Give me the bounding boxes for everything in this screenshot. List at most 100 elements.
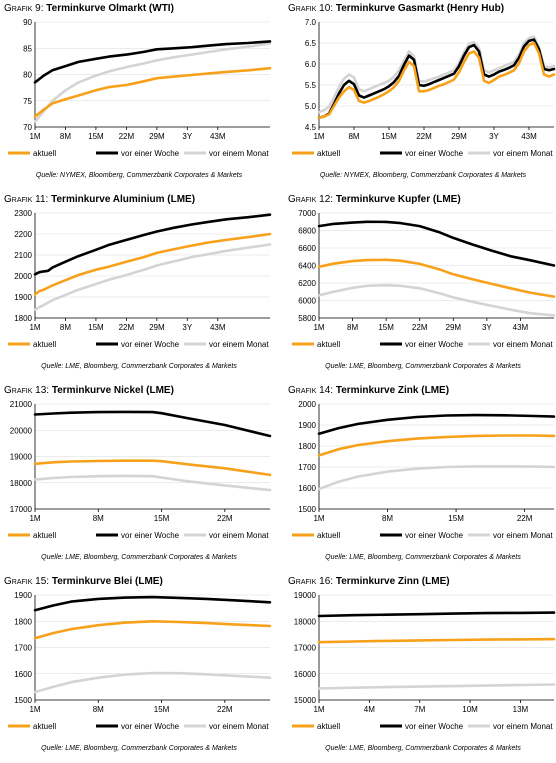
x-tick-label: 3Y bbox=[182, 323, 192, 332]
chart-svg: 1800 1900 2000 2100 2200 2300 1M 8M 15M 22M 29M 3Y 4… bbox=[8, 209, 272, 349]
y-tick-label: 1500 bbox=[14, 696, 32, 705]
x-tick-label: 3Y bbox=[482, 323, 492, 332]
series-line-2 bbox=[317, 683, 556, 690]
chart-number: Grafik 12: bbox=[288, 194, 334, 205]
series-line-1 bbox=[33, 595, 272, 612]
x-tick-label: 8M bbox=[60, 323, 71, 332]
legend-label: aktuell bbox=[317, 149, 340, 158]
series-line-2 bbox=[33, 474, 272, 492]
chart-panel-6: Grafik 14: Terminkurve Zink (LME) 1500 160… bbox=[288, 384, 556, 572]
chart-svg: 1500 1600 1700 1800 1900 1M 8M 15M 22M aktuell vor… bbox=[8, 591, 272, 731]
y-tick-label: 4.5 bbox=[305, 123, 317, 132]
legend-label: aktuell bbox=[33, 340, 56, 349]
chart-panel-8: Grafik 16: Terminkurve Zinn (LME) 15000 16… bbox=[288, 575, 556, 763]
x-tick-label: 22M bbox=[119, 323, 135, 332]
y-tick-label: 1800 bbox=[14, 617, 32, 626]
chart-source: Quelle: NYMEX, Bloomberg, Commerzbank Co… bbox=[35, 172, 243, 179]
y-tick-label: 6200 bbox=[298, 279, 316, 288]
x-tick-label: 15M bbox=[88, 132, 104, 141]
chart-number: Grafik 11: bbox=[4, 194, 49, 205]
legend-label: vor einer Woche bbox=[121, 340, 180, 349]
legend-label: vor einem Monat bbox=[209, 722, 269, 731]
series-line-1 bbox=[317, 413, 556, 436]
legend-label: vor einem Monat bbox=[493, 340, 553, 349]
y-tick-label: 70 bbox=[23, 123, 32, 132]
y-tick-label: 7.0 bbox=[305, 18, 317, 27]
chart-panel-3: Grafik 11: Terminkurve Aluminium (LME) 18… bbox=[4, 193, 274, 381]
legend-label: vor einer Woche bbox=[405, 531, 464, 540]
chart-title: Grafik 16: Terminkurve Zinn (LME) bbox=[288, 575, 556, 589]
chart-number: Grafik 13: bbox=[4, 385, 50, 396]
chart-source: Quelle: LME, Bloomberg, Commerzbank Corp… bbox=[325, 745, 521, 752]
y-tick-label: 1700 bbox=[298, 463, 316, 472]
chart-panel-2: Grafik 10: Terminkurve Gasmarkt (Henry H… bbox=[288, 2, 556, 190]
series-line-1 bbox=[317, 611, 556, 618]
y-tick-label: 5.5 bbox=[305, 81, 317, 90]
x-tick-label: 15M bbox=[381, 132, 397, 141]
legend-label: vor einer Woche bbox=[121, 531, 180, 540]
x-tick-label: 22M bbox=[217, 705, 233, 714]
series-line-0 bbox=[317, 41, 556, 120]
y-tick-label: 1900 bbox=[14, 293, 32, 302]
legend-label: vor einem Monat bbox=[493, 722, 553, 731]
x-tick-label: 4M bbox=[364, 705, 375, 714]
chart-title: Grafik 13: Terminkurve Nickel (LME) bbox=[4, 384, 274, 398]
series-line-0 bbox=[317, 434, 556, 457]
y-tick-label: 17000 bbox=[294, 644, 317, 653]
series-line-2 bbox=[33, 243, 272, 311]
legend-label: aktuell bbox=[317, 531, 340, 540]
series-line-2 bbox=[317, 465, 556, 491]
legend-label: vor einem Monat bbox=[493, 149, 553, 158]
chart-source: Quelle: LME, Bloomberg, Commerzbank Corp… bbox=[41, 363, 237, 370]
chart-svg: 70 75 80 85 90 1M 8M 15M 22M 29M 3Y 43M aktuell vor e… bbox=[8, 18, 272, 158]
series-line-0 bbox=[317, 258, 556, 298]
y-tick-label: 2000 bbox=[298, 400, 316, 409]
legend-label: vor einem Monat bbox=[493, 531, 553, 540]
legend-label: vor einer Woche bbox=[405, 722, 464, 731]
series-line-1 bbox=[33, 213, 272, 276]
y-tick-label: 2200 bbox=[14, 230, 32, 239]
chart-title: Grafik 14: Terminkurve Zink (LME) bbox=[288, 384, 556, 398]
y-tick-label: 19000 bbox=[294, 591, 317, 600]
y-tick-label: 80 bbox=[23, 71, 32, 80]
y-tick-label: 18000 bbox=[294, 617, 317, 626]
x-tick-label: 43M bbox=[521, 132, 537, 141]
y-tick-label: 16000 bbox=[294, 670, 317, 679]
legend-label: vor einer Woche bbox=[121, 149, 180, 158]
x-tick-label: 29M bbox=[149, 132, 165, 141]
legend-label: vor einem Monat bbox=[209, 531, 269, 540]
series-line-2 bbox=[33, 42, 272, 124]
y-tick-label: 6400 bbox=[298, 262, 316, 271]
y-tick-label: 6000 bbox=[298, 297, 316, 306]
x-tick-label: 3Y bbox=[182, 132, 192, 141]
y-tick-label: 1800 bbox=[298, 442, 316, 451]
y-tick-label: 75 bbox=[23, 97, 32, 106]
x-tick-label: 1M bbox=[29, 132, 40, 141]
chart-title: Grafik 15: Terminkurve Blei (LME) bbox=[4, 575, 274, 589]
chart-title-text: Terminkurve Olmarkt (WTI) bbox=[43, 3, 174, 14]
series-line-1 bbox=[33, 40, 272, 84]
chart-source: Quelle: LME, Bloomberg, Commerzbank Corp… bbox=[325, 554, 521, 561]
y-tick-label: 1600 bbox=[298, 484, 316, 493]
x-tick-label: 22M bbox=[119, 132, 135, 141]
y-tick-label: 6800 bbox=[298, 227, 316, 236]
legend-label: vor einer Woche bbox=[405, 149, 464, 158]
x-tick-label: 29M bbox=[446, 323, 462, 332]
series-line-1 bbox=[317, 220, 556, 267]
y-tick-label: 2000 bbox=[14, 272, 32, 281]
series-line-0 bbox=[33, 619, 272, 640]
chart-source: Quelle: LME, Bloomberg, Commerzbank Corp… bbox=[325, 363, 521, 370]
chart-title: Grafik 11: Terminkurve Aluminium (LME) bbox=[4, 193, 274, 207]
chart-svg: 17000 18000 19000 20000 21000 1M 8M 15M 22M aktue… bbox=[8, 400, 272, 540]
y-tick-label: 6.0 bbox=[305, 60, 317, 69]
x-tick-label: 8M bbox=[347, 323, 358, 332]
x-tick-label: 15M bbox=[154, 705, 170, 714]
series-line-1 bbox=[317, 38, 556, 120]
x-tick-label: 10M bbox=[462, 705, 478, 714]
chart-source: Quelle: LME, Bloomberg, Commerzbank Corp… bbox=[41, 554, 237, 561]
legend-label: vor einem Monat bbox=[209, 149, 269, 158]
y-tick-label: 7000 bbox=[298, 209, 316, 218]
x-tick-label: 8M bbox=[348, 132, 359, 141]
chart-svg: 1500 1600 1700 1800 1900 2000 1M 8M 15M 22M aktuel… bbox=[292, 400, 556, 540]
